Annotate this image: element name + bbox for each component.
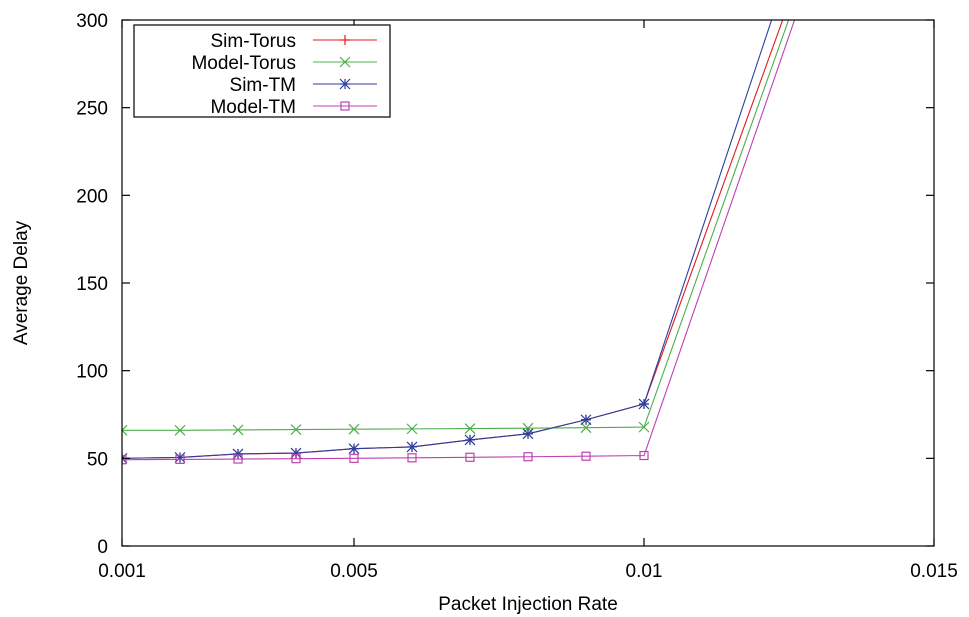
series-model-torus [122, 20, 790, 436]
data-point [407, 453, 417, 463]
legend-marker [340, 101, 350, 111]
data-point [580, 422, 592, 434]
y-tick-label: 0 [97, 537, 108, 558]
legend-item: Model-Torus [191, 53, 377, 74]
data-point [639, 450, 649, 461]
data-point [122, 424, 128, 436]
data-point [175, 454, 185, 464]
data-point [406, 423, 418, 435]
legend-label: Sim-Torus [210, 31, 296, 52]
legend-label: Model-Torus [191, 53, 296, 74]
data-point [464, 434, 476, 446]
data-point [465, 452, 475, 462]
x-tick-label: 0.01 [626, 561, 663, 582]
x-axis-label: Packet Injection Rate [438, 594, 618, 615]
y-tick-label: 100 [76, 362, 108, 383]
axis-ticks [121, 19, 935, 547]
data-point [290, 424, 302, 436]
data-point [348, 423, 360, 435]
y-tick-label: 200 [76, 186, 108, 207]
series-line [122, 20, 796, 461]
data-point [349, 453, 359, 463]
y-axis-label: Average Delay [11, 220, 32, 345]
y-tick-label: 250 [76, 99, 108, 120]
data-point [232, 424, 244, 436]
data-point [522, 428, 534, 440]
legend-item: Sim-Torus [210, 31, 377, 52]
x-tick-label: 0.015 [910, 561, 958, 582]
series-sim-tm [122, 20, 773, 464]
legend-item: Model-TM [210, 97, 377, 118]
data-point [233, 454, 243, 464]
data-point [523, 452, 533, 462]
data-point [122, 455, 127, 465]
data-point [580, 414, 592, 426]
plot-series [122, 20, 796, 465]
data-point [348, 443, 360, 455]
data-point [232, 448, 244, 460]
legend-label: Sim-TM [230, 75, 296, 96]
y-tick-label: 50 [87, 449, 108, 470]
x-tick-label: 0.001 [98, 561, 146, 582]
series-model-tm [122, 20, 796, 465]
legend-item: Sim-TM [230, 75, 377, 96]
legend-marker [339, 56, 351, 68]
x-tick-label: 0.005 [330, 561, 378, 582]
data-point [581, 451, 591, 461]
data-point [290, 447, 302, 459]
data-point [174, 424, 186, 436]
data-point [174, 452, 186, 463]
legend-marker [340, 35, 350, 45]
data-point [638, 421, 650, 433]
y-tick-label: 150 [76, 274, 108, 295]
data-point [638, 398, 650, 410]
tick-labels: 0.001 0.005 0.01 0.015 0 50 100 150 200 250 300 [76, 11, 957, 582]
legend-label: Model-TM [210, 97, 296, 118]
data-point [406, 441, 418, 453]
data-point [522, 422, 534, 434]
y-tick-label: 300 [76, 11, 108, 32]
data-point [464, 423, 476, 434]
data-point [291, 454, 301, 464]
legend-marker [339, 78, 351, 90]
